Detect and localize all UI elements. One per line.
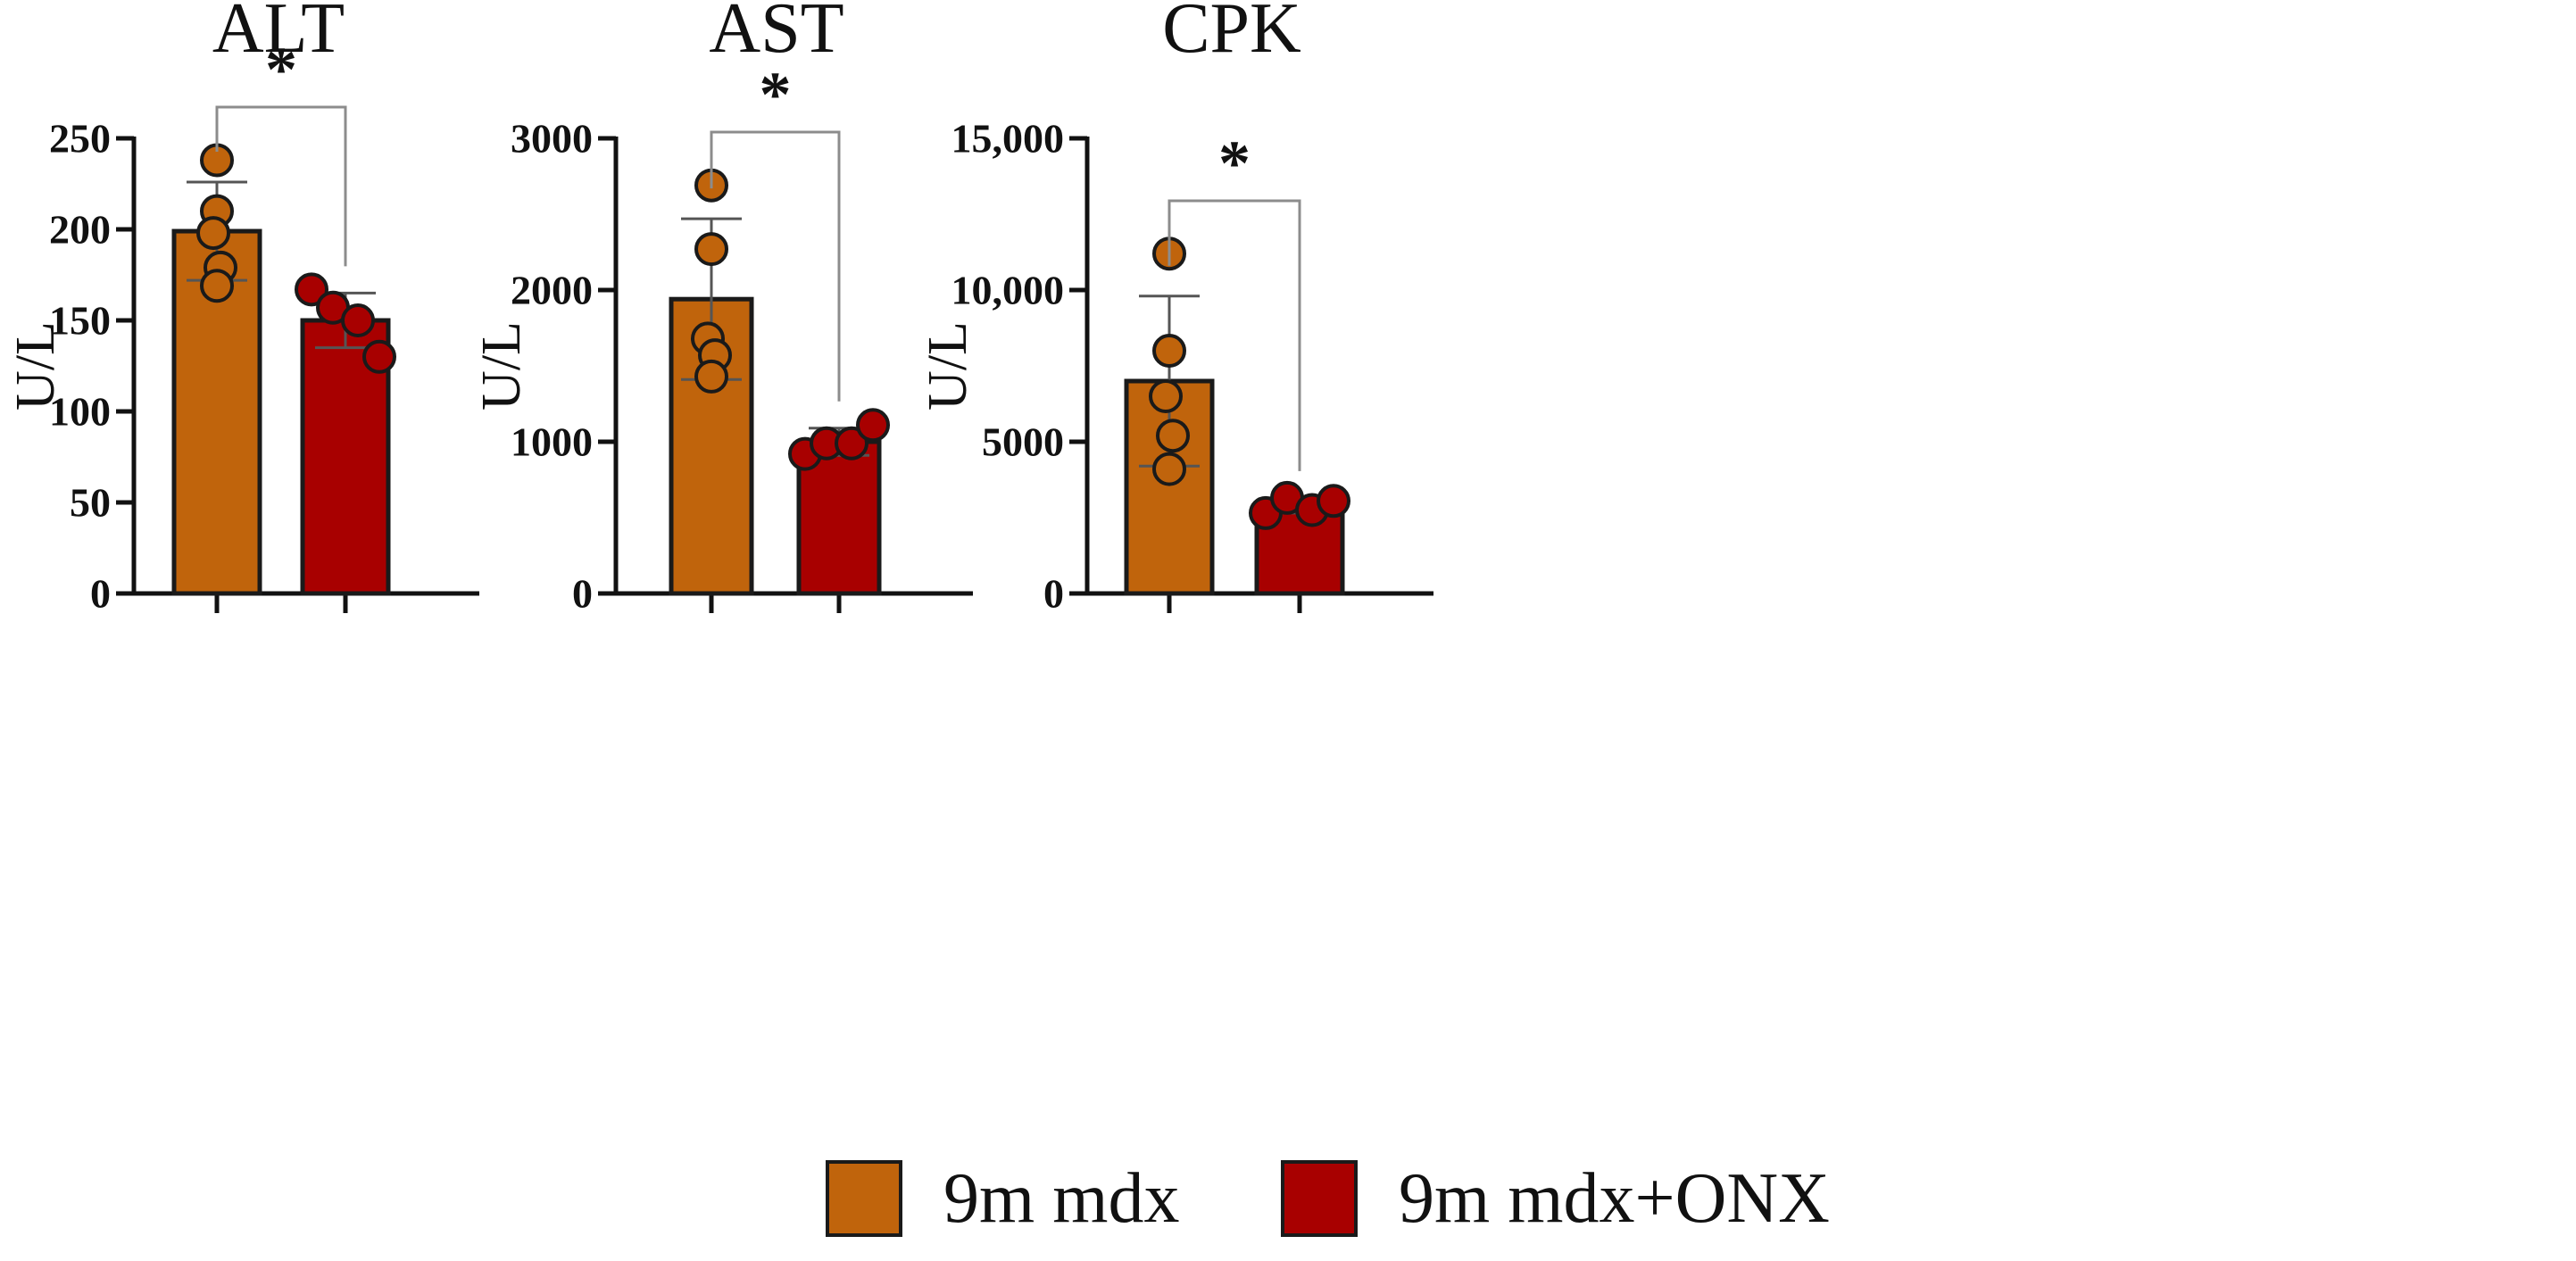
data-point	[200, 269, 234, 303]
y-axis-title: U/L	[471, 321, 532, 411]
y-axis-title: U/L	[918, 321, 978, 411]
y-tick-label: 50	[70, 480, 111, 526]
y-axis-title: U/L	[5, 321, 66, 411]
legend-label-mdx: 9m mdx	[943, 1159, 1180, 1238]
y-tick-label: 5000	[982, 419, 1064, 465]
significance-bracket	[215, 105, 347, 267]
y-tick-label: 3000	[511, 116, 593, 162]
significance-bracket	[1168, 199, 1301, 471]
panel-title: CPK	[1162, 0, 1301, 68]
legend-label-mdx-onx: 9m mdx+ONX	[1399, 1159, 1830, 1238]
y-tick-label: 150	[49, 298, 111, 344]
data-point	[1317, 484, 1350, 519]
y-tick-label: 15,000	[951, 116, 1065, 162]
significance-bracket	[710, 130, 841, 402]
data-point	[196, 216, 230, 251]
data-point	[1152, 334, 1186, 368]
y-tick-label: 1000	[511, 419, 593, 465]
data-point	[1156, 419, 1190, 453]
data-point	[295, 272, 328, 307]
y-tick-label: 2000	[511, 268, 593, 313]
data-point	[856, 408, 890, 443]
legend-swatch-mdx-onx	[1281, 1160, 1358, 1237]
legend-item-mdx: 9m mdx	[826, 1160, 1179, 1237]
data-point	[1152, 452, 1186, 486]
panel-cpk: CPK U/L 0 5000 10,000 15,000 *	[918, 0, 1433, 617]
significance-marker: *	[1218, 128, 1251, 199]
data-point	[362, 339, 396, 374]
y-tick-label: 10,000	[951, 268, 1065, 313]
significance-marker: *	[265, 34, 297, 105]
panel-ast: AST U/L 0 1000 2000 3000 *	[471, 0, 973, 617]
y-tick-label: 0	[90, 571, 111, 617]
significance-marker: *	[760, 59, 792, 130]
y-tick-label: 0	[1043, 571, 1064, 617]
y-tick-label: 200	[49, 207, 111, 253]
y-tick-label: 100	[49, 389, 111, 435]
y-tick-label: 250	[49, 116, 111, 162]
y-tick-label: 0	[572, 571, 593, 617]
legend-swatch-mdx	[826, 1160, 902, 1237]
panel-title: AST	[709, 0, 843, 68]
data-point	[694, 359, 728, 394]
panel-alt: ALT U/L 0 50 100 150 200 250 *	[5, 0, 479, 617]
data-point	[835, 426, 868, 460]
panel-title: ALT	[212, 0, 345, 68]
data-point	[1149, 379, 1183, 413]
chart-legend: 9m mdx 9m mdx+ONX	[0, 1160, 2576, 1258]
data-point	[694, 232, 728, 267]
data-point	[341, 303, 375, 337]
legend-item-mdx-onx: 9m mdx+ONX	[1281, 1160, 1830, 1237]
